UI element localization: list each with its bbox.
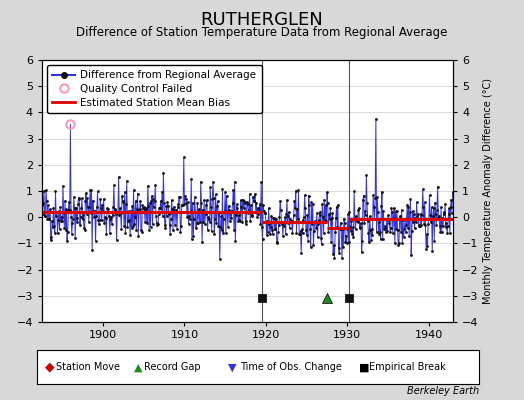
Text: RUTHERGLEN: RUTHERGLEN [201,11,323,29]
Text: Difference of Station Temperature Data from Regional Average: Difference of Station Temperature Data f… [77,26,447,39]
Y-axis label: Monthly Temperature Anomaly Difference (°C): Monthly Temperature Anomaly Difference (… [483,78,493,304]
Text: Time of Obs. Change: Time of Obs. Change [240,362,342,372]
Text: Station Move: Station Move [56,362,120,372]
Text: Record Gap: Record Gap [144,362,201,372]
Text: ▲: ▲ [134,362,142,372]
Text: ■: ■ [359,362,369,372]
Text: Empirical Break: Empirical Break [369,362,446,372]
Text: ◆: ◆ [45,361,54,374]
Text: Berkeley Earth: Berkeley Earth [407,386,479,396]
Text: ▼: ▼ [228,362,236,372]
Legend: Difference from Regional Average, Quality Control Failed, Estimated Station Mean: Difference from Regional Average, Qualit… [47,65,261,113]
